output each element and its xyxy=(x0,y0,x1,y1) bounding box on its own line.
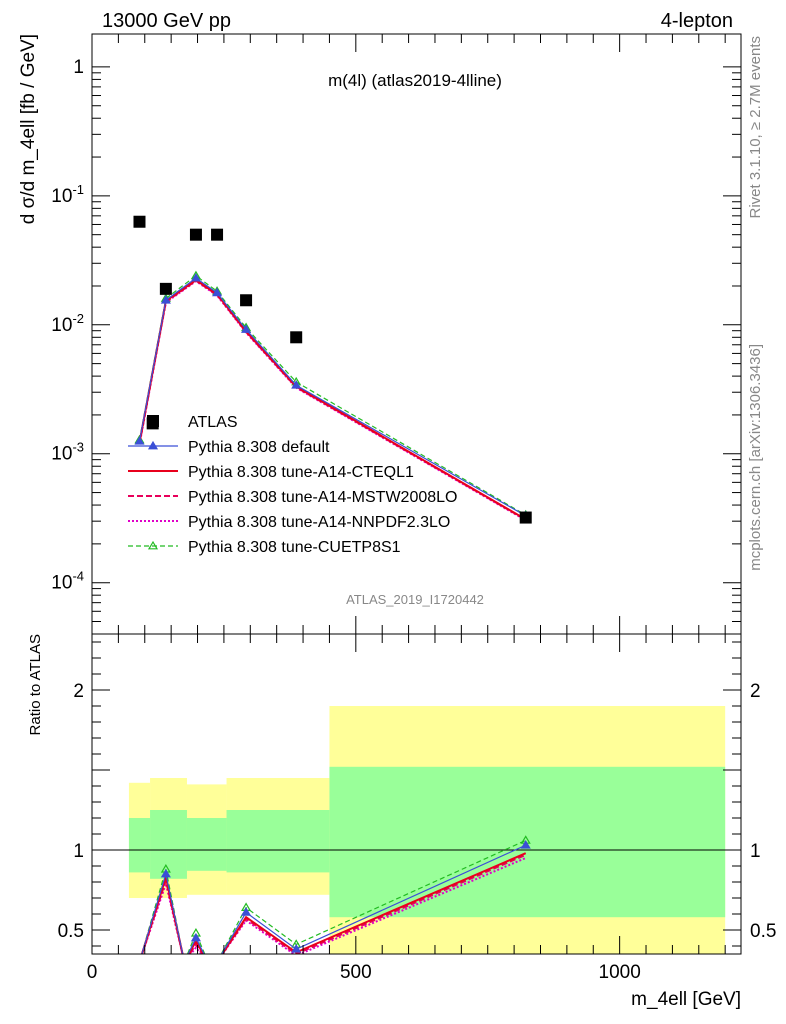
legend-marker-data xyxy=(147,415,159,427)
main-point-default-0 xyxy=(134,436,145,445)
main-point-atlas-7 xyxy=(519,511,532,524)
main-line-mstw xyxy=(138,279,527,521)
analysis-watermark: ATLAS_2019_I1720442 xyxy=(346,592,484,607)
ratio-band-inner-3 xyxy=(226,810,330,873)
y-tick-label-ratio-0.5: 0.5 xyxy=(58,921,84,942)
ratio-band-inner-0 xyxy=(128,818,151,873)
ratio-uncertainty-bands xyxy=(128,706,726,954)
main-point-atlas-6 xyxy=(290,331,303,344)
ratio-band-inner-1 xyxy=(150,810,187,879)
main-point-default-5 xyxy=(291,380,302,389)
header-right: 4-lepton xyxy=(661,10,733,32)
x-tick-label-0: 0 xyxy=(87,962,98,983)
ratio-point-default-3 xyxy=(190,932,201,942)
y-tick-label-main-4: 1 xyxy=(73,57,84,78)
main-point-default-3 xyxy=(212,287,223,297)
ratio-y-axis-label: Ratio to ATLAS xyxy=(27,634,44,735)
x-tick-label-500: 500 xyxy=(340,962,372,983)
main-point-default-1 xyxy=(160,295,171,304)
mcplots-label: mcplots.cern.ch [arXiv:1306.3436] xyxy=(747,344,764,571)
ratio-point-default-8 xyxy=(520,840,531,849)
rivet-version-label: Rivet 3.1.10, ≥ 2.7M events xyxy=(747,36,764,219)
y-tick-label-ratio-1: 1 xyxy=(73,841,84,862)
legend-label-cteql1: Pythia 8.308 tune-A14-CTEQL1 xyxy=(188,464,414,481)
y-tick-label-main-2: 10-2 xyxy=(51,311,84,336)
legend-label-cuetp8s1: Pythia 8.308 tune-CUETP8S1 xyxy=(188,539,401,556)
legend-label-mstw: Pythia 8.308 tune-A14-MSTW2008LO xyxy=(188,489,457,506)
legend-marker-default xyxy=(147,440,159,450)
legend-label-default: Pythia 8.308 default xyxy=(188,439,330,456)
ratio-plot-frame xyxy=(91,633,742,955)
main-point-atlas-4 xyxy=(211,228,224,241)
axis-tick-labels: 0 500 1000 10-4 10-3 10-2 10-1 1 0.5 0.5 1 1 2 2 xyxy=(51,57,776,983)
y-tick-label-main-3: 10-1 xyxy=(51,182,84,207)
ratio-band-inner-2 xyxy=(186,818,227,871)
main-point-atlas-5 xyxy=(240,294,253,307)
y-tick-label-ratio-right-2: 2 xyxy=(750,681,761,702)
y-tick-label-main-1: 10-3 xyxy=(51,440,84,465)
main-y-axis-label: d σ/d m_4ell [fb / GeV] xyxy=(18,34,39,224)
header-left: 13000 GeV pp xyxy=(102,10,231,32)
main-point-atlas-0 xyxy=(133,215,146,228)
y-tick-label-ratio-2: 2 xyxy=(73,681,84,702)
plot-title: m(4l) (atlas2019-4lline) xyxy=(328,71,502,90)
main-point-default-2 xyxy=(190,272,201,282)
main-point-atlas-3 xyxy=(189,228,202,241)
y-tick-label-ratio-right-0.5: 0.5 xyxy=(750,921,776,942)
ratio-point-default-7 xyxy=(291,944,302,953)
main-point-atlas-2 xyxy=(159,282,172,295)
y-tick-label-main-0: 10-4 xyxy=(51,569,84,594)
x-tick-label-1000: 1000 xyxy=(599,962,641,983)
x-axis-label: m_4ell [GeV] xyxy=(631,989,741,1010)
main-plot-series xyxy=(133,215,532,524)
legend: ATLAS Pythia 8.308 default Pythia 8.308 tu… xyxy=(128,414,457,556)
ratio-point-default-6 xyxy=(241,907,252,916)
ratio-line-default xyxy=(141,844,526,954)
y-tick-label-ratio-right-1: 1 xyxy=(750,841,761,862)
main-line-nnpdf xyxy=(138,279,527,522)
ratio-point-default-1 xyxy=(160,868,171,878)
legend-marker-cuetp8s1 xyxy=(147,540,159,550)
ratio-band-inner-4 xyxy=(329,766,726,918)
ratio-plot-series xyxy=(140,835,531,954)
ratio-line-cuetp8s1 xyxy=(141,839,526,954)
axis-ticks xyxy=(91,34,741,954)
legend-label-nnpdf: Pythia 8.308 tune-A14-NNPDF2.3LO xyxy=(188,514,450,531)
legend-label-data: ATLAS xyxy=(188,414,238,431)
main-point-default-4 xyxy=(241,324,252,333)
